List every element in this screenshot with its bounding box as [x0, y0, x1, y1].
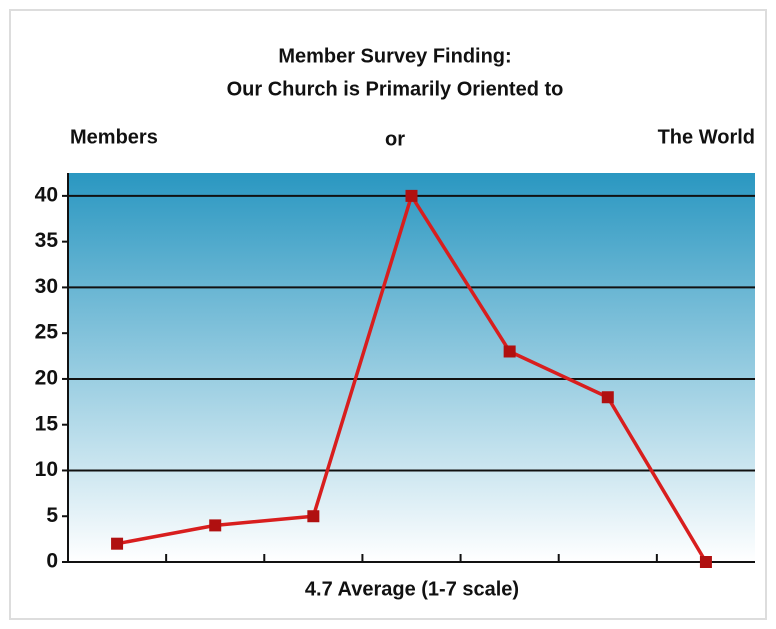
annotation: Members — [70, 126, 158, 148]
y-tick-label: 30 — [35, 275, 58, 298]
annotation: or — [385, 128, 405, 150]
y-tick-label: 15 — [35, 412, 59, 435]
chart-subtitle: Our Church is Primarily Oriented to — [227, 78, 564, 100]
plot-background — [68, 173, 755, 562]
marker — [209, 519, 222, 532]
y-tick-label: 40 — [35, 183, 58, 206]
marker — [111, 537, 124, 550]
marker — [307, 510, 320, 523]
marker — [601, 391, 614, 404]
y-tick-label: 0 — [46, 550, 58, 573]
marker — [503, 345, 516, 358]
frame — [9, 9, 767, 620]
y-tick-label: 10 — [35, 458, 58, 481]
marker — [699, 556, 712, 568]
y-tick-label: 35 — [35, 229, 59, 252]
y-tick-label: 20 — [35, 366, 58, 389]
y-tick-label: 25 — [35, 321, 59, 344]
marker — [405, 189, 418, 202]
y-tick-label: 5 — [46, 504, 58, 527]
x-axis-label: 4.7 Average (1-7 scale) — [305, 578, 519, 600]
chart-title: Member Survey Finding: — [278, 45, 511, 67]
annotation: The World — [658, 126, 755, 148]
